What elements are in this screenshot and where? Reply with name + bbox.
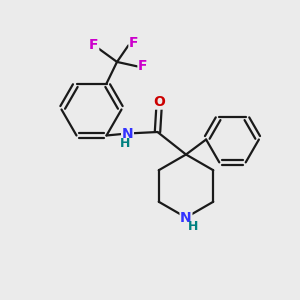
Text: O: O <box>153 95 165 109</box>
Text: N: N <box>180 211 192 224</box>
Text: N: N <box>122 127 133 140</box>
Text: H: H <box>120 136 130 150</box>
Text: F: F <box>89 38 99 52</box>
Text: F: F <box>129 36 139 50</box>
Text: F: F <box>138 59 148 74</box>
Text: H: H <box>188 220 198 233</box>
